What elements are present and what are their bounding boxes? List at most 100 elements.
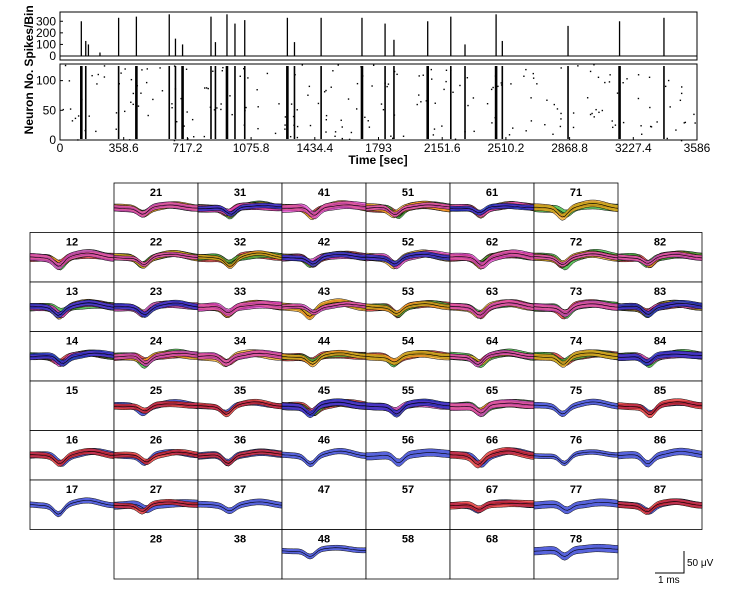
- raster-spike: [69, 108, 72, 110]
- waveform-mean: [617, 501, 703, 512]
- raster-spike: [387, 83, 390, 85]
- raster-spike: [425, 100, 428, 102]
- raster-spike: [173, 139, 176, 142]
- raster-spike: [510, 83, 512, 85]
- raster-spike: [91, 74, 93, 77]
- waveform-mean: [281, 254, 367, 265]
- raster-spike: [174, 88, 177, 90]
- electrode-label: 37: [234, 484, 246, 496]
- raster-panel: 100 50 0 0 358.6 717.2 1075.8 1434.4 1793 2151.6…: [22, 63, 711, 167]
- raster-spike: [226, 116, 228, 118]
- raster-spike: [473, 130, 475, 133]
- raster-spike: [81, 98, 83, 101]
- raster-spike: [132, 92, 135, 95]
- raster-spike: [593, 116, 595, 118]
- raster-spike: [183, 125, 185, 127]
- waveform-mean: [365, 402, 451, 415]
- raster-spike: [667, 79, 670, 82]
- raster-spike: [296, 136, 299, 139]
- raster-spike: [382, 108, 385, 111]
- raster-spike: [434, 102, 436, 104]
- raster-x-tick-label: 2151.6: [424, 141, 461, 155]
- waveform-mean: [281, 204, 367, 216]
- raster-spike: [559, 125, 562, 128]
- waveform-mean: [281, 352, 367, 365]
- raster-y-label: Neuron No.: [22, 70, 36, 135]
- raster-spike: [80, 93, 83, 96]
- raster-x-tick-label: 717.2: [172, 141, 202, 155]
- raster-spike: [294, 74, 296, 76]
- raster-spike: [212, 70, 214, 72]
- electrode-label: 12: [66, 237, 78, 249]
- waveform-mean: [197, 352, 283, 364]
- raster-spike: [362, 75, 364, 77]
- raster-burst-column: [293, 66, 296, 139]
- raster-spike: [622, 121, 625, 124]
- raster-spike: [497, 85, 499, 88]
- raster-spike: [532, 77, 535, 79]
- electrode-label: 66: [486, 435, 498, 447]
- raster-spike: [445, 69, 448, 71]
- raster-spike: [176, 121, 178, 123]
- waveform-mean: [113, 403, 198, 412]
- raster-spike: [422, 74, 424, 76]
- raster-spike: [146, 68, 148, 70]
- raster-burst-column: [84, 66, 87, 139]
- raster-spike: [124, 110, 126, 113]
- waveform-mean: [30, 302, 115, 316]
- raster-burst-column: [174, 66, 177, 139]
- raster-spike: [694, 122, 696, 124]
- raster-spike: [220, 108, 222, 111]
- raster-spike: [140, 92, 142, 94]
- raster-spike: [553, 103, 555, 106]
- raster-spike: [525, 130, 527, 132]
- raster-spike: [467, 104, 469, 107]
- raster-burst-column: [426, 66, 430, 139]
- raster-spike: [466, 77, 469, 79]
- raster-spike: [494, 116, 496, 119]
- electrode-label: 87: [654, 484, 666, 496]
- raster-spike: [364, 116, 366, 119]
- raster-spike: [173, 65, 176, 67]
- electrode-label: 22: [150, 237, 162, 249]
- raster-spike: [97, 73, 99, 76]
- scale-bar: 50 μV 1 ms: [655, 551, 714, 586]
- raster-x-tick-label: 0: [57, 141, 64, 155]
- waveform-mean: [449, 302, 535, 316]
- waveform-mean: [534, 203, 619, 218]
- raster-spike: [337, 64, 339, 66]
- raster-spike: [420, 101, 422, 103]
- raster-spike: [572, 112, 575, 114]
- electrode-label: 32: [234, 237, 246, 249]
- raster-spike: [649, 125, 652, 128]
- raster-spike: [95, 130, 97, 133]
- waveform-mean: [533, 547, 619, 557]
- raster-spike: [393, 70, 396, 73]
- histogram-y-tick-label: 0: [49, 49, 56, 63]
- raster-spike: [209, 106, 212, 108]
- waveform-mean: [113, 451, 199, 463]
- electrode-label: 31: [234, 187, 246, 199]
- raster-burst-column: [449, 66, 452, 139]
- electrode-label: 28: [150, 534, 162, 546]
- raster-spike: [684, 121, 687, 124]
- raster-spike: [220, 103, 222, 105]
- raster-burst-column: [80, 66, 83, 139]
- raster-spike: [239, 75, 241, 77]
- raster-spike: [159, 67, 161, 69]
- raster-x-tick-label: 3586: [684, 141, 711, 155]
- electrode-label: 15: [66, 385, 78, 397]
- electrode-cell: [113, 529, 199, 580]
- waveform-mean: [365, 303, 451, 314]
- raster-spike: [323, 91, 326, 93]
- raster-spike: [560, 112, 562, 115]
- raster-spike: [486, 103, 489, 105]
- raster-spike: [257, 127, 259, 130]
- raster-spike: [309, 124, 312, 127]
- waveform-mean: [533, 502, 619, 511]
- electrode-label: 36: [234, 435, 246, 447]
- electrode-label: 78: [570, 534, 582, 546]
- raster-spike: [203, 135, 206, 138]
- electrode-label: 52: [402, 237, 414, 249]
- raster-x-tick-label: 1793: [365, 141, 392, 155]
